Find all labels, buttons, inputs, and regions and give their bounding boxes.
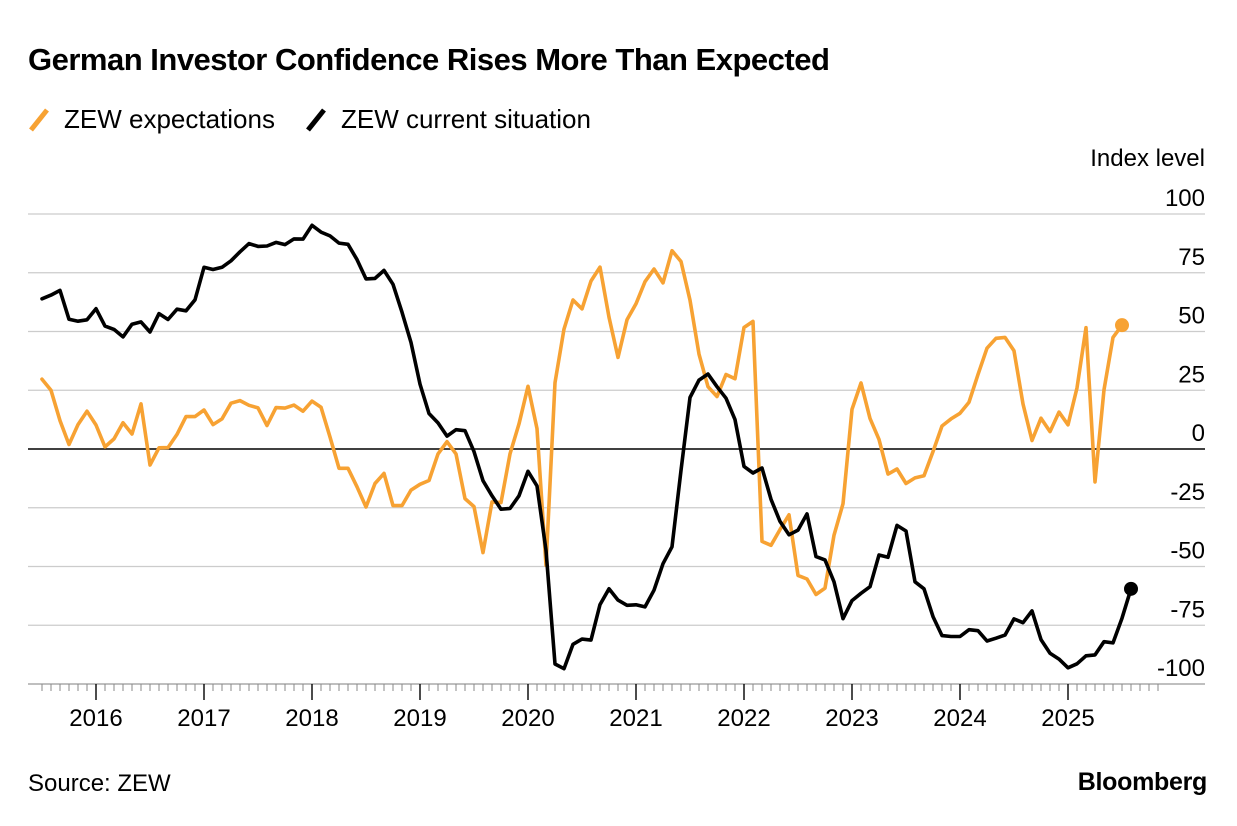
x-tick-label: 2025: [1041, 705, 1094, 732]
legend: ZEW expectations ZEW current situation: [28, 104, 621, 135]
x-tick-label: 2017: [177, 705, 230, 732]
y-tick-label: 100: [1165, 185, 1205, 212]
y-tick-label: 75: [1178, 244, 1205, 271]
legend-label-current: ZEW current situation: [340, 104, 591, 134]
x-tick-label: 2019: [393, 705, 446, 732]
x-tick-label: 2022: [717, 705, 770, 732]
legend-swatch-current: [306, 107, 326, 132]
x-tick-label: 2024: [933, 705, 986, 732]
series-line-current: [40, 223, 1133, 671]
y-tick-label: -100: [1157, 655, 1205, 682]
swatch-line-expectations: [29, 107, 49, 132]
x-tick-label: 2023: [825, 705, 878, 732]
y-tick-labels: 100 75 50 25 0 -25 -50 -75 -100: [1157, 185, 1205, 682]
y-axis-label: Index level: [1090, 145, 1205, 172]
x-tick-label: 2020: [501, 705, 554, 732]
y-tick-label: -50: [1170, 538, 1205, 565]
legend-label-expectations: ZEW expectations: [64, 104, 275, 134]
series-line-expectations: [40, 248, 1124, 597]
x-tick-label: 2016: [69, 705, 122, 732]
chart-title: German Investor Confidence Rises More Th…: [28, 42, 830, 77]
y-tick-label: -25: [1170, 479, 1205, 506]
series-lines: [40, 223, 1138, 671]
y-tick-label: 50: [1178, 303, 1205, 330]
swatch-line-current: [306, 107, 326, 132]
legend-item-current: ZEW current situation: [305, 104, 591, 135]
end-marker-expectations: [1115, 318, 1129, 333]
x-axis: 2016 2017 2018 2019 2020 2021 2022 2023 2024 2025: [28, 683, 1205, 732]
end-marker-current: [1124, 581, 1138, 596]
y-tick-label: 0: [1192, 420, 1205, 447]
y-tick-label: -75: [1170, 596, 1205, 623]
brand-logo: Bloomberg: [1077, 768, 1208, 796]
legend-item-expectations: ZEW expectations: [28, 104, 275, 135]
y-tick-label: 25: [1178, 361, 1205, 388]
x-tick-label: 2021: [609, 705, 662, 732]
source-note: Source: ZEW: [28, 770, 171, 797]
x-tick-label: 2018: [285, 705, 338, 732]
legend-swatch-expectations: [29, 107, 49, 132]
